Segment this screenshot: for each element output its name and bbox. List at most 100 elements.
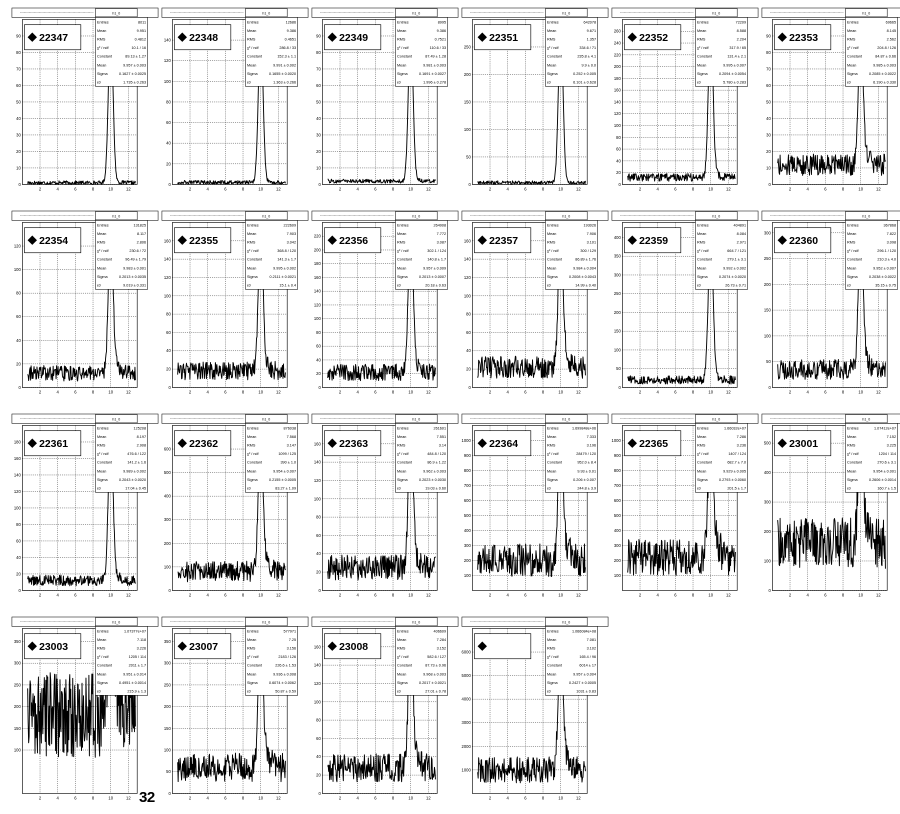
stat-value: 0.2023 ± 0.0030 bbox=[419, 478, 446, 482]
y-tick-label: 200 bbox=[614, 310, 622, 315]
stat-value: 28479 / 120 bbox=[576, 452, 596, 456]
y-tick-label: 100 bbox=[164, 564, 172, 569]
stat-value: 476.6 / 122 bbox=[127, 452, 146, 456]
stat-label: χ² / ndf bbox=[547, 452, 560, 456]
stats-box bbox=[545, 423, 598, 493]
stat-value: 9.386 bbox=[287, 29, 296, 33]
run-number: 22359 bbox=[639, 236, 668, 247]
stat-value: 7.903 bbox=[287, 232, 296, 236]
x-tick-label: 10 bbox=[558, 390, 563, 395]
stat-label: Mean bbox=[547, 63, 556, 67]
y-tick-label: 160 bbox=[314, 441, 322, 446]
stat-label: Entries bbox=[847, 223, 859, 227]
run-number: 22357 bbox=[489, 236, 518, 247]
marker-diamond-icon bbox=[477, 235, 487, 245]
y-tick-label: 10 bbox=[316, 165, 321, 170]
x-tick-label: 2 bbox=[189, 187, 192, 192]
y-tick-label: 30 bbox=[766, 132, 771, 137]
hist-name-box bbox=[545, 211, 588, 221]
stat-label: ε0 bbox=[247, 487, 251, 491]
y-tick-label: 120 bbox=[14, 244, 22, 249]
stat-value: 9.957 ± 0.009 bbox=[423, 266, 446, 270]
stat-label: Mean bbox=[97, 29, 106, 33]
stat-value: 9.989 ± 0.002 bbox=[123, 469, 146, 473]
stat-label: Constant bbox=[397, 664, 413, 668]
hist-name: h1_0 bbox=[712, 11, 720, 15]
histogram-line bbox=[177, 222, 286, 381]
hist-name-box bbox=[845, 211, 888, 221]
y-tick-label: 40 bbox=[316, 116, 321, 121]
x-tick-label: 10 bbox=[858, 390, 863, 395]
stat-label: Sigma bbox=[97, 72, 109, 76]
histogram-line bbox=[327, 425, 436, 581]
y-tick-label: 20 bbox=[466, 367, 471, 372]
y-tick-label: 0 bbox=[168, 791, 171, 796]
histogram-svg: h1_0 2 4 6 8 10 12 0 10 20 30 40 50 60 70 80 90 22347 Entr… bbox=[11, 7, 159, 192]
stats-box bbox=[695, 220, 748, 290]
stat-label: ε0 bbox=[247, 690, 251, 694]
stat-value: 7.286 bbox=[737, 435, 746, 439]
run-number: 23008 bbox=[339, 642, 368, 653]
x-tick-label: 4 bbox=[207, 187, 210, 192]
stat-value: 86.9 ± 1.22 bbox=[427, 461, 446, 465]
y-tick-label: 350 bbox=[614, 254, 622, 259]
stat-label: Constant bbox=[847, 461, 863, 465]
stat-label: ε0 bbox=[397, 284, 401, 288]
y-tick-label: 700 bbox=[464, 483, 472, 488]
x-tick-label: 12 bbox=[276, 187, 281, 192]
x-tick-label: 8 bbox=[242, 796, 245, 801]
histogram-panel: h1_0 2 4 6 8 10 12 0 20 40 60 80 100 120 140 160 22355 En… bbox=[160, 210, 310, 401]
y-tick-label: 90 bbox=[16, 33, 21, 38]
x-tick-label: 6 bbox=[824, 187, 827, 192]
y-tick-label: 40 bbox=[766, 116, 771, 121]
stat-value: 2.204 bbox=[737, 37, 746, 41]
histogram-svg: h1_0 2 4 6 8 10 12 1000 2000 3000 4000 5000 6000 Entr… bbox=[462, 616, 609, 801]
stat-label: Mean bbox=[397, 63, 406, 67]
stat-value: 9.992 ± 0.002 bbox=[723, 266, 746, 270]
y-tick-label: 2000 bbox=[462, 744, 472, 749]
stat-value: 317.9 / 65 bbox=[729, 46, 746, 50]
x-tick-label: 4 bbox=[57, 796, 60, 801]
x-tick-label: 8 bbox=[842, 593, 845, 598]
stat-value: 2183 / 126 bbox=[278, 655, 296, 659]
stat-label: ε0 bbox=[697, 284, 701, 288]
run-number: 22348 bbox=[189, 33, 218, 44]
stat-label: Constant bbox=[397, 258, 413, 262]
stat-value: 9.9 ± 0.0 bbox=[581, 63, 596, 67]
y-tick-label: 140 bbox=[314, 460, 322, 465]
stat-value: 8011 bbox=[138, 20, 146, 24]
stat-label: Mean bbox=[547, 232, 556, 236]
stat-label: Mean bbox=[697, 435, 706, 439]
y-tick-label: 350 bbox=[14, 639, 22, 644]
stat-value: 9.954 ± 0.007 bbox=[273, 469, 296, 473]
run-number: 22351 bbox=[489, 33, 518, 44]
y-tick-label: 900 bbox=[614, 453, 622, 458]
y-tick-label: 800 bbox=[464, 468, 472, 473]
y-tick-label: 20 bbox=[166, 367, 171, 372]
y-tick-label: 0 bbox=[18, 385, 21, 390]
y-tick-label: 0 bbox=[318, 385, 321, 390]
stat-label: ε0 bbox=[397, 487, 401, 491]
stat-label: RMS bbox=[397, 240, 406, 244]
y-tick-label: 200 bbox=[164, 541, 172, 546]
stat-label: Mean bbox=[547, 266, 556, 270]
stat-value: 9.957 ± 0.003 bbox=[123, 63, 146, 67]
stat-label: Entries bbox=[247, 20, 259, 24]
hist-name-box bbox=[95, 211, 138, 221]
x-tick-label: 4 bbox=[807, 593, 810, 598]
stats-box bbox=[395, 17, 448, 87]
stats-box bbox=[395, 220, 448, 290]
histogram-svg: h1_0 2 4 6 8 10 12 100 150 200 250 300 350 23003 Entri… bbox=[11, 616, 159, 801]
histogram-line bbox=[627, 225, 736, 385]
stat-label: Mean bbox=[547, 469, 556, 473]
y-tick-label: 60 bbox=[16, 83, 21, 88]
y-tick-label: 180 bbox=[14, 439, 22, 444]
y-tick-label: 40 bbox=[466, 348, 471, 353]
x-tick-label: 8 bbox=[392, 593, 395, 598]
stat-label: Mean bbox=[397, 29, 406, 33]
y-tick-label: 120 bbox=[464, 275, 472, 280]
hist-name-box bbox=[695, 414, 738, 424]
x-tick-label: 12 bbox=[576, 390, 581, 395]
x-tick-label: 8 bbox=[92, 390, 95, 395]
